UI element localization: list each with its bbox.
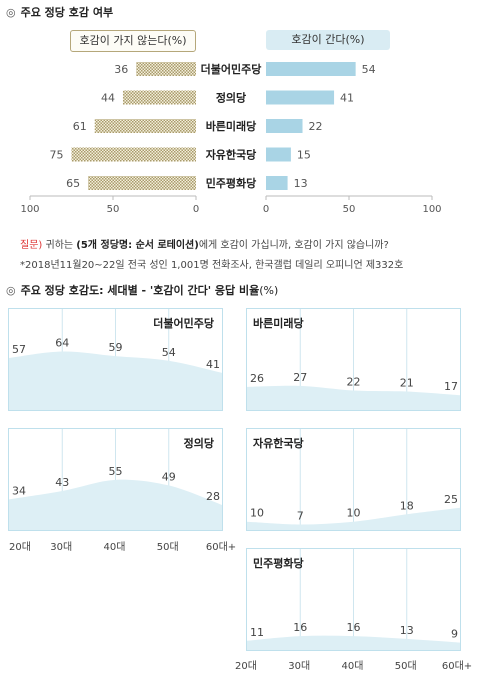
area-value-label: 28 [206, 490, 220, 503]
area-chart-svg: 34 43 55 49 28 [9, 429, 222, 530]
age-axis-label: 50대 [156, 542, 179, 553]
legend-positive: 호감이 간다(%) [266, 30, 390, 50]
age-axis-label: 20대 [9, 542, 31, 553]
axis-tick-label-left: 50 [107, 204, 120, 215]
area-value-label: 22 [347, 376, 361, 389]
circle-bullet-icon: ◎ [6, 6, 16, 19]
area-panel: 57 64 59 54 41 더불어민주당 [8, 308, 223, 411]
bar-positive-value: 54 [362, 63, 376, 76]
age-axis-label: 40대 [341, 661, 364, 672]
panel-title: 정의당 [183, 437, 214, 450]
bar-negative-value: 36 [114, 63, 128, 76]
bar-negative-value: 44 [101, 92, 115, 105]
area-shape [247, 507, 460, 530]
axis-tick-label-right: 50 [343, 204, 356, 215]
area-value-label: 11 [250, 626, 264, 639]
age-axis-label: 40대 [103, 542, 126, 553]
party-label: 바른미래당 [206, 119, 257, 133]
area-value-label: 16 [347, 621, 361, 634]
axis-tick-label-right: 100 [422, 204, 441, 215]
axis-tick-label-left: 0 [193, 204, 199, 215]
bar-positive-value: 22 [309, 120, 323, 133]
favorability-bar-chart: 36 54 더불어민주당 44 41 정의당 61 22 바른미래당 75 15 자유한국당 65 13 민… [0, 52, 477, 222]
axis-tick-label-left: 100 [20, 204, 39, 215]
area-shape [247, 385, 460, 410]
area-value-label: 34 [12, 484, 26, 497]
bar-negative [136, 62, 196, 76]
area-value-label: 43 [55, 476, 69, 489]
age-axis-label: 30대 [288, 661, 311, 672]
area-value-label: 55 [109, 465, 123, 478]
area-panel: 10 7 10 18 25 자유한국당 [246, 428, 461, 531]
panel-title: 바른미래당 [253, 317, 304, 330]
party-label: 정의당 [216, 91, 246, 105]
area-value-label: 49 [162, 470, 176, 483]
area-value-label: 10 [347, 507, 361, 520]
area-value-label: 13 [400, 624, 414, 637]
area-value-label: 59 [109, 341, 123, 354]
bar-chart-svg: 36 54 더불어민주당 44 41 정의당 61 22 바른미래당 75 15 자유한국당 65 13 민… [20, 62, 442, 215]
area-value-label: 57 [12, 343, 26, 356]
area-shape [9, 479, 222, 530]
source-note: *2018년11월20~22일 전국 성인 1,001명 전화조사, 한국갤럽 … [20, 260, 404, 271]
circle-bullet-icon: ◎ [6, 284, 16, 297]
bar-positive [266, 147, 291, 162]
area-chart-svg: 11 16 16 13 9 [247, 549, 460, 650]
bar-positive [266, 119, 303, 133]
party-label: 자유한국당 [206, 148, 257, 162]
area-panel: 11 16 16 13 9 민주평화당 [246, 548, 461, 651]
legend-negative: 호감이 가지 않는다(%) [70, 30, 196, 52]
bar-positive [266, 176, 288, 190]
axis-tick-label-right: 0 [263, 204, 269, 215]
bar-negative-value: 61 [73, 120, 87, 133]
bar-negative [88, 176, 196, 190]
area-value-label: 54 [162, 346, 176, 359]
area-chart-svg: 26 27 22 21 17 [247, 309, 460, 410]
area-chart-svg: 57 64 59 54 41 [9, 309, 222, 410]
area-value-label: 17 [444, 380, 458, 393]
bar-negative [94, 119, 196, 133]
area-value-label: 18 [400, 499, 414, 512]
bar-positive [266, 62, 356, 76]
bar-positive-value: 13 [294, 177, 308, 190]
area-shape [247, 635, 460, 650]
section2-title: ◎ 주요 정당 호감도: 세대별 - '호감이 간다' 응답 비율(%) [6, 284, 279, 297]
area-value-label: 26 [250, 372, 264, 385]
panel-title: 민주평화당 [253, 557, 304, 570]
bar-negative [71, 147, 196, 162]
bar-positive-value: 15 [297, 149, 311, 162]
bar-positive [266, 90, 335, 105]
panel-title: 더불어민주당 [153, 317, 214, 330]
age-axis-label: 20대 [235, 661, 257, 672]
area-panel: 34 43 55 49 28 정의당 [8, 428, 223, 531]
area-shape [9, 351, 222, 410]
panel-title: 자유한국당 [253, 437, 304, 450]
age-axis-label: 60대+ [205, 542, 237, 553]
area-value-label: 9 [451, 628, 458, 641]
age-axis-label: 60대+ [441, 661, 473, 672]
question-note: 질문) 귀하는 (5개 정당명: 순서 로테이션)에게 호감이 가십니까, 호감… [20, 240, 389, 251]
bar-negative [122, 90, 196, 105]
party-label: 더불어민주당 [201, 62, 262, 76]
area-chart-svg: 10 7 10 18 25 [247, 429, 460, 530]
area-value-label: 27 [293, 371, 307, 384]
area-value-label: 41 [206, 358, 220, 371]
area-value-label: 10 [250, 507, 264, 520]
area-value-label: 21 [400, 376, 414, 389]
area-panel: 26 27 22 21 17 바른미래당 [246, 308, 461, 411]
area-value-label: 16 [293, 621, 307, 634]
bar-positive-value: 41 [340, 92, 354, 105]
area-value-label: 64 [55, 336, 69, 349]
area-value-label: 7 [297, 509, 304, 522]
area-value-label: 25 [444, 493, 458, 506]
party-label: 민주평화당 [206, 176, 257, 190]
age-axis-label: 30대 [50, 542, 73, 553]
bar-negative-value: 75 [50, 149, 64, 162]
section1-title: ◎ 주요 정당 호감 여부 [6, 6, 114, 19]
age-axis-label: 50대 [394, 661, 417, 672]
bar-negative-value: 65 [66, 177, 80, 190]
